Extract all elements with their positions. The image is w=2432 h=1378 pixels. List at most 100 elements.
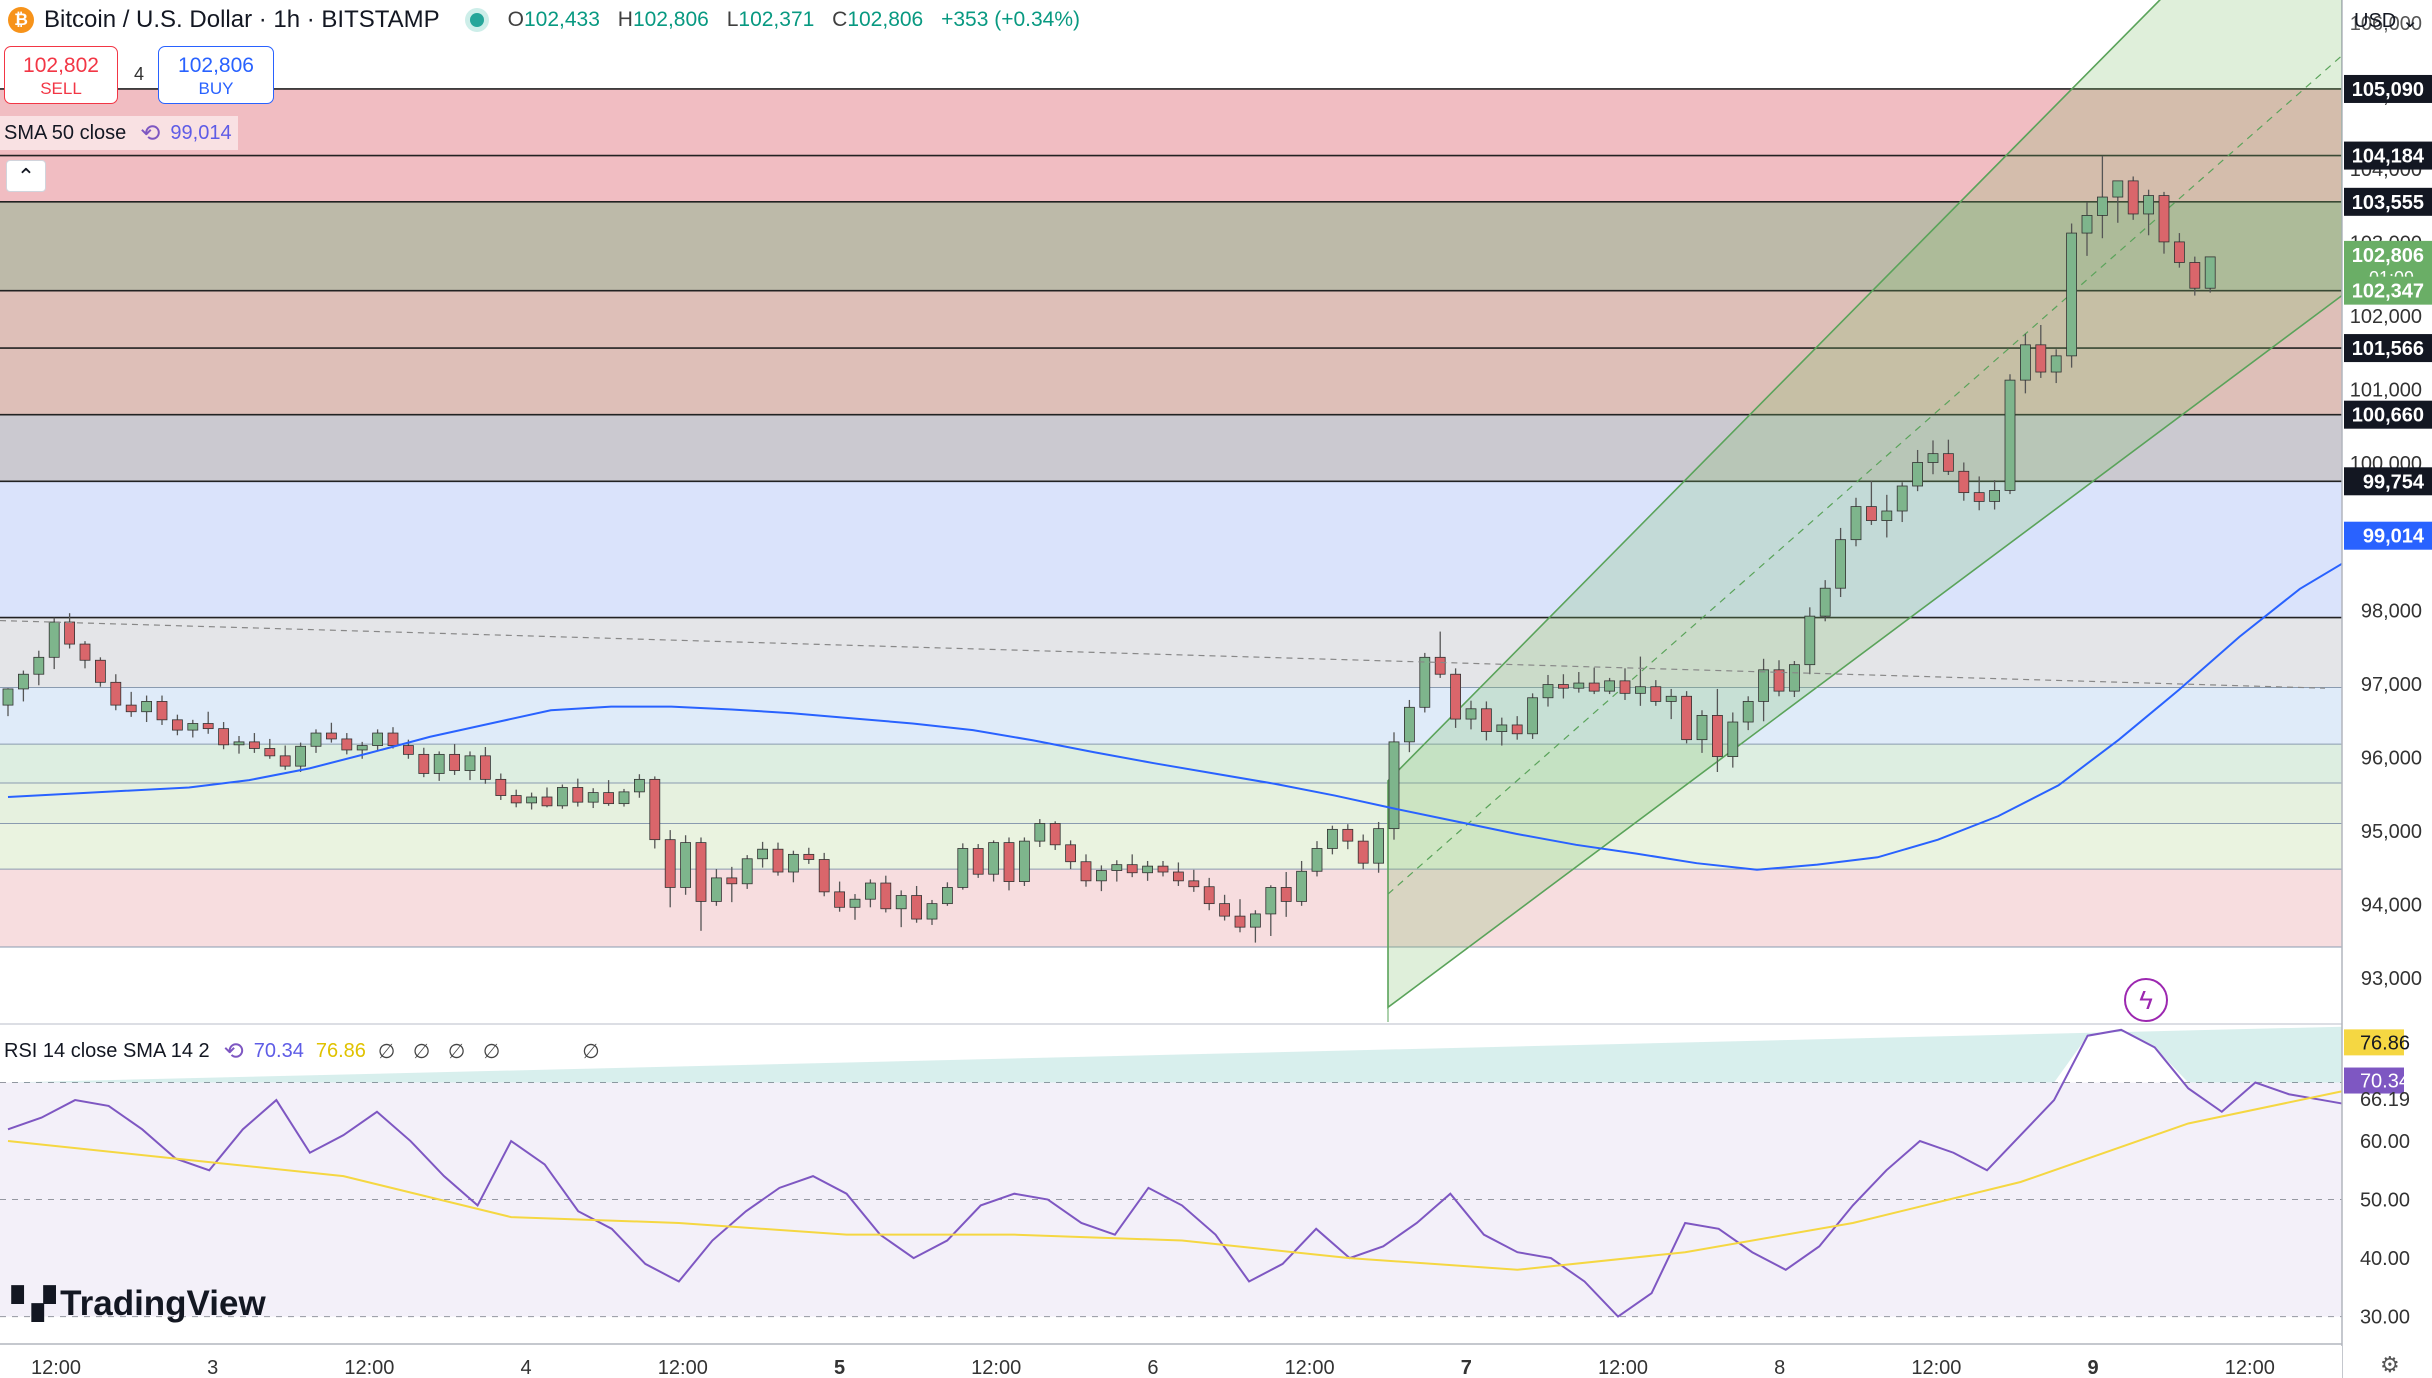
price-tick: 106,000 [2350, 13, 2422, 35]
candle-body [1296, 870, 1307, 902]
fib-zones [0, 88, 2342, 948]
rsi-tick: 30.00 [2360, 1307, 2410, 1329]
candle-body [1665, 695, 1677, 702]
candle-body [1650, 686, 1662, 702]
candle-body [1742, 701, 1754, 723]
candle-body [233, 741, 245, 746]
sma-legend[interactable]: SMA 50 close ⟲ 99,014 [0, 116, 238, 150]
time-tick: 7 [1461, 1357, 1472, 1378]
candle-body [1496, 724, 1508, 732]
candle-body [526, 796, 537, 804]
rsi-value-label: 66.19 [2360, 1089, 2410, 1111]
candle-body [310, 732, 322, 747]
collapse-legend-button[interactable]: ⌃ [6, 160, 46, 192]
price-tick: 97,000 [2361, 674, 2422, 696]
buy-button[interactable]: 102,806 BUY [158, 46, 274, 104]
fib-zone [0, 348, 2342, 415]
rsi-tick: 60.00 [2360, 1131, 2410, 1153]
symbol-title[interactable]: Bitcoin / U.S. Dollar · 1h · BITSTAMP [44, 6, 440, 33]
market-open-icon [469, 13, 484, 27]
candle-body [79, 643, 91, 661]
candle-body [649, 778, 661, 841]
rsi-sma-line [7, 1052, 2432, 1271]
rsi-legend[interactable]: RSI 14 close SMA 14 2 ⟲ 70.34 76.86 ∅ ∅ … [0, 1034, 606, 1068]
candle-body [495, 778, 507, 796]
refresh-icon: ⟲ [223, 1037, 244, 1065]
candle-body [2204, 256, 2216, 289]
candle-body [1927, 453, 1939, 463]
candle-body [464, 755, 476, 771]
price-label: 104,184 [2352, 146, 2425, 168]
candle-body [202, 723, 214, 730]
time-tick: 12:00 [2225, 1357, 2275, 1378]
price-tick: 94,000 [2361, 894, 2422, 916]
price-label-bg [2344, 467, 2432, 496]
sell-button[interactable]: 102,802 SELL [4, 46, 118, 104]
candle-body [1049, 823, 1061, 846]
candle-body [372, 732, 384, 746]
price-label-bg [2344, 334, 2432, 363]
price-label: 103,555 [2352, 192, 2424, 214]
candle-body [1588, 682, 1600, 692]
candle-body [618, 791, 630, 805]
candle-body [834, 891, 845, 908]
candle-body [1896, 485, 1908, 512]
channel-midline [1387, 55, 2343, 895]
candle-body [1958, 470, 1970, 494]
candle-body [988, 842, 999, 875]
candle-body [156, 701, 168, 721]
candle-body [1280, 887, 1292, 902]
currency-selector[interactable]: USD ⌄ [2354, 10, 2419, 32]
candle-body [1111, 864, 1123, 871]
candle-body [1173, 871, 1184, 882]
candle-body [110, 681, 122, 706]
candle-body [1989, 490, 2000, 502]
candle-body [2020, 344, 2031, 381]
candle-body [1804, 615, 1816, 666]
candle-body [2081, 215, 2093, 234]
candle-body [1681, 695, 1692, 741]
fib-zone [0, 201, 2342, 291]
candle-body [418, 753, 430, 774]
candle-body [818, 859, 830, 893]
candle-body [1219, 903, 1230, 917]
candle-body [2189, 262, 2201, 289]
fib-zone [0, 481, 2342, 618]
candle-body [356, 745, 368, 751]
candle-body [1388, 741, 1400, 830]
candle-body [2158, 195, 2170, 243]
sma-polyline [7, 539, 2432, 871]
candle-body [1265, 887, 1277, 915]
candle-body [95, 659, 106, 683]
candle-body [1850, 506, 1862, 541]
candle-body [33, 656, 45, 675]
candle-body [295, 745, 307, 767]
fib-zone [0, 744, 2342, 784]
candle-body [1203, 886, 1215, 905]
ohlc-values: O102,433 H102,806 L102,371 C102,806 +353… [507, 8, 1081, 31]
candle-body [1096, 870, 1107, 882]
fib-zone [0, 617, 2342, 688]
candle-body [1157, 865, 1169, 873]
candle-body [1234, 915, 1246, 928]
gear-icon[interactable]: ⚙ [2380, 1352, 2400, 1377]
candle-body [2, 688, 14, 706]
candle-body [1558, 684, 1569, 689]
candle-body [957, 848, 969, 888]
candle-body [2127, 180, 2139, 215]
rsi-value-bg [2344, 1029, 2404, 1056]
candle-body [2173, 241, 2185, 263]
bolt-icon[interactable]: ϟ [2124, 978, 2168, 1022]
price-label-bg [2344, 521, 2432, 550]
candle-body [911, 895, 922, 920]
time-axis[interactable]: 12:00 3 12:00 4 12:00 5 12:00 6 12:00 7 12:00 8 12:0… [0, 1343, 2342, 1378]
candle-body [1034, 823, 1046, 842]
candle-body [1357, 840, 1369, 864]
price-tick: 98,000 [2361, 600, 2422, 622]
candle-body [1080, 861, 1092, 882]
candle-body [2112, 180, 2124, 198]
price-axis[interactable]: 106,000105,000104,000103,000102,000101,0… [2341, 0, 2432, 1378]
price-label-bg [2344, 400, 2432, 429]
candle-body [1065, 844, 1076, 863]
